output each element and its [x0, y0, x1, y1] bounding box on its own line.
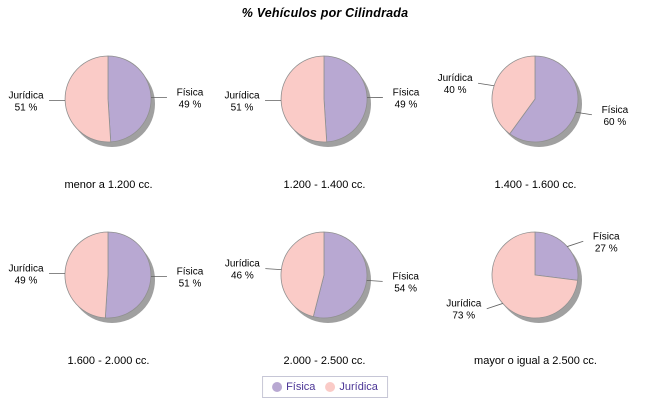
pie-cell: Física 49 % Jurídica 51 % menor a 1.200 cc. — [0, 36, 217, 206]
category-label: 1.400 - 1.600 cc. — [494, 179, 577, 191]
pie-svg: Física 49 % Jurídica 51 % — [225, 55, 420, 147]
pie-slice-juridica — [64, 231, 109, 319]
pie-slice-fisica — [104, 231, 152, 319]
category-label: 1.600 - 2.000 cc. — [67, 355, 150, 367]
category-label: 2.000 - 2.500 cc. — [283, 355, 366, 367]
slice-callout-fisica: Física 60 % — [602, 105, 629, 128]
category-label: menor a 1.200 cc. — [64, 179, 153, 191]
slice-callout-fisica: Física 49 % — [393, 87, 420, 110]
callout-leader-line — [575, 111, 592, 116]
slice-callout-juridica: Jurídica 73 % — [446, 299, 481, 322]
pie-slice-fisica — [534, 231, 579, 281]
pie-slice-juridica — [491, 55, 536, 135]
legend-item-fisica: Física — [272, 381, 315, 393]
pie-svg: Física 54 % Jurídica 46 % — [225, 231, 419, 323]
legend-label: Física — [286, 380, 316, 393]
slice-callout-fisica: Física 51 % — [177, 267, 204, 290]
callout-leader-line — [366, 279, 383, 282]
pie-svg: Física 51 % Jurídica 49 % — [9, 231, 204, 323]
slice-callout-juridica: Jurídica 49 % — [9, 263, 44, 286]
legend-label: Jurídica — [339, 380, 378, 393]
pie-svg: Física 49 % Jurídica 51 % — [9, 55, 204, 147]
slice-callout-juridica: Jurídica 40 % — [438, 73, 473, 96]
fisica-swatch-icon — [272, 381, 283, 392]
pie-cell: Física 60 % Jurídica 40 % 1.400 - 1.600 cc. — [427, 36, 644, 206]
callout-leader-line — [486, 303, 503, 310]
slice-callout-fisica: Física 49 % — [177, 87, 204, 110]
pie-cell: Física 54 % Jurídica 46 % 2.000 - 2.500 cc. — [216, 212, 433, 382]
pie-slice-fisica — [509, 55, 579, 143]
pie-slice-juridica — [64, 55, 112, 143]
pie-slice-juridica — [280, 231, 325, 318]
slice-callout-juridica: Jurídica 46 % — [225, 259, 260, 282]
pie-svg: Física 60 % Jurídica 40 % — [438, 55, 629, 147]
slice-callout-juridica: Jurídica 51 % — [9, 91, 44, 114]
slice-callout-juridica: Jurídica 51 % — [225, 91, 260, 114]
pie-slice-fisica — [312, 231, 368, 319]
juridica-swatch-icon — [325, 381, 336, 392]
callout-leader-line — [567, 240, 584, 247]
category-label: 1.200 - 1.400 cc. — [283, 179, 366, 191]
chart-legend: Física Jurídica — [262, 376, 388, 398]
callout-leader-line — [478, 82, 495, 87]
legend-item-juridica: Jurídica — [325, 381, 378, 393]
slice-callout-fisica: Física 54 % — [392, 271, 419, 294]
pie-slice-fisica — [107, 55, 152, 143]
pie-cell: Física 51 % Jurídica 49 % 1.600 - 2.000 cc. — [0, 212, 217, 382]
pie-svg: Física 27 % Jurídica 73 % — [446, 231, 620, 323]
pie-cell: Física 49 % Jurídica 51 % 1.200 - 1.400 cc. — [216, 36, 433, 206]
slice-callout-fisica: Física 27 % — [593, 231, 620, 254]
pie-slice-juridica — [491, 231, 579, 319]
pie-slice-fisica — [323, 55, 368, 143]
pie-slice-juridica — [280, 55, 328, 143]
chart-title: % Vehículos por Cilindrada — [241, 6, 409, 20]
pie-cell: Física 27 % Jurídica 73 % mayor o igual a 2… — [427, 212, 644, 382]
category-label: mayor o igual a 2.500 cc. — [474, 355, 597, 367]
callout-leader-line — [265, 268, 282, 271]
